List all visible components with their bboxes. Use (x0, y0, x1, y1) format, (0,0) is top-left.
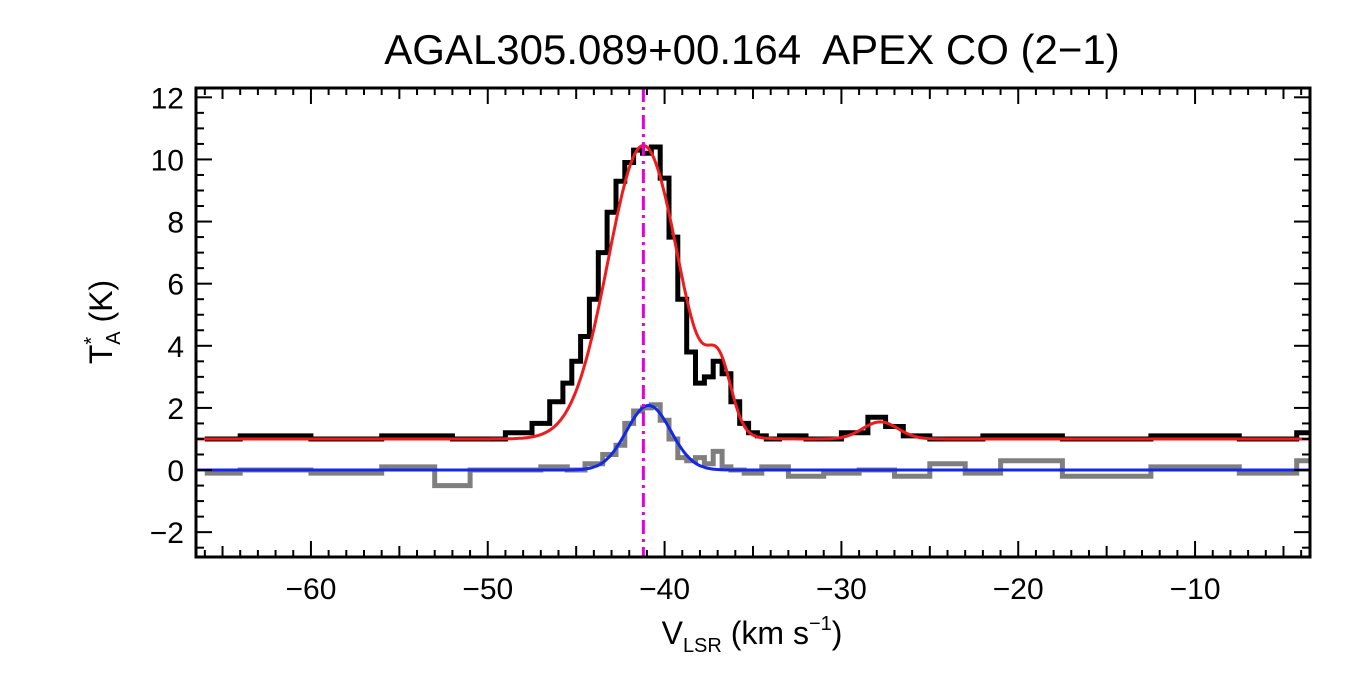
series-3-line (196, 403, 1310, 472)
y-axis-label: T*A (K) (81, 280, 125, 364)
y-tick-label: 10 (151, 144, 184, 177)
y-tick-label: 8 (167, 207, 184, 240)
x-tick-label: −10 (1170, 573, 1221, 606)
x-tick-label: −20 (993, 573, 1044, 606)
x-axis-label-unit: (km s (722, 615, 809, 651)
x-axis-label-close: ) (832, 615, 843, 651)
x-tick-label: −60 (285, 573, 336, 606)
x-axis-label-sup: −1 (809, 613, 832, 635)
y-axis-label-sub: A (103, 331, 125, 345)
svg-text:VLSR (km s−1): VLSR (km s−1) (662, 613, 843, 657)
y-tick-label: 12 (151, 82, 184, 115)
chart-title: AGAL305.089+00.164 APEX CO (2−1) (384, 26, 1120, 73)
x-axis-label-sub: LSR (683, 635, 722, 657)
y-tick-label: −2 (150, 517, 184, 550)
plot-content (196, 88, 1310, 557)
y-axis-label-main: T (83, 345, 119, 365)
svg-text:T*A (K): T*A (K) (81, 280, 125, 364)
y-axis-label-unit: (K) (83, 280, 119, 332)
plot-frame (194, 86, 1312, 559)
x-tick-label: −30 (816, 573, 867, 606)
x-axis-label: VLSR (km s−1) (662, 613, 843, 657)
y-tick-label: 4 (167, 331, 184, 364)
series-1-line (204, 402, 1310, 489)
y-tick-label: 6 (167, 269, 184, 302)
x-tick-label: −50 (462, 573, 513, 606)
y-tick-label: 0 (167, 455, 184, 488)
x-axis-label-main: V (662, 615, 684, 651)
x-tick-label: −40 (639, 573, 690, 606)
y-axis-label-sup: * (81, 337, 103, 345)
y-tick-label: 2 (167, 393, 184, 426)
series-2-line (196, 143, 1310, 441)
series-0-line (204, 144, 1310, 442)
